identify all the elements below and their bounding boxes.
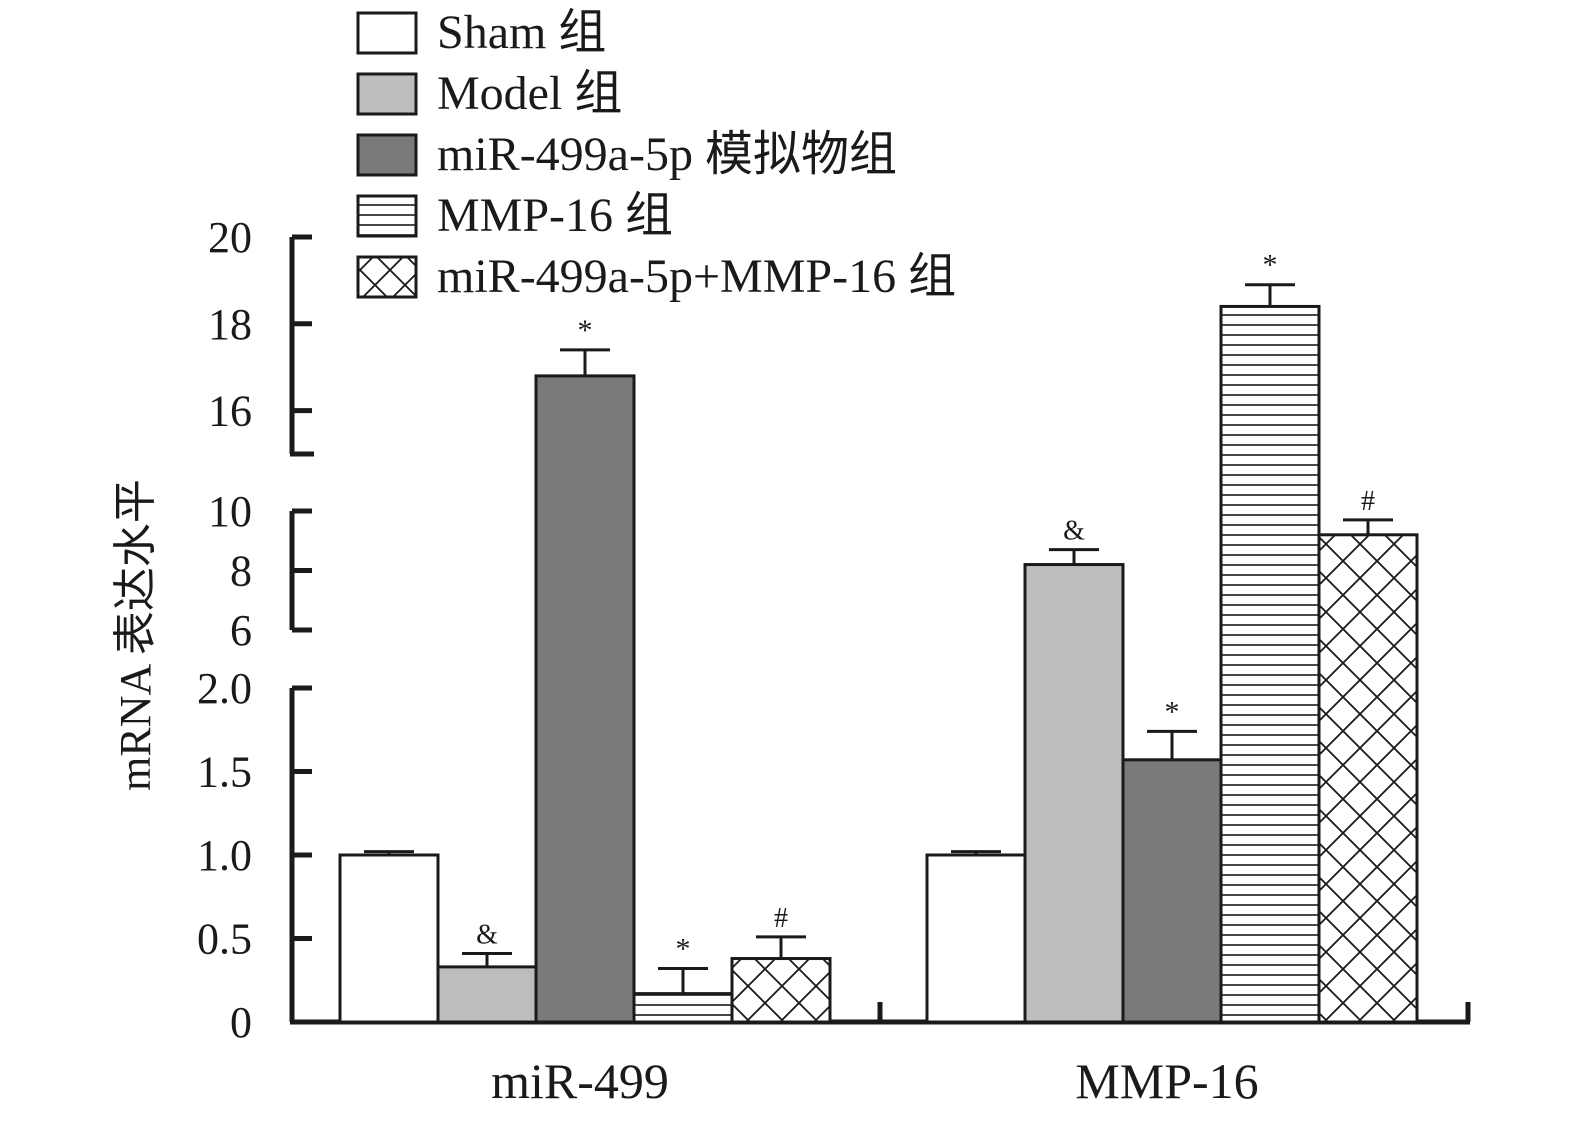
significance-mark: & — [476, 920, 498, 951]
legend-swatch-3 — [356, 133, 418, 177]
y-tick-label: 2.0 — [197, 664, 252, 713]
legend-label-1: Sham 组 — [437, 6, 606, 59]
legend-swatch-5 — [356, 255, 418, 299]
bar-5-miR-499 — [730, 957, 832, 1024]
significance-mark: & — [1063, 516, 1085, 547]
bar-3-MMP-16 — [1121, 758, 1223, 1024]
bars: & * * # & * * # — [338, 249, 1419, 1024]
legend-label-4: MMP-16 组 — [437, 189, 673, 242]
y-tick-label: 6 — [230, 606, 252, 655]
significance-mark: # — [774, 903, 788, 934]
bar-4-MMP-16 — [1219, 304, 1321, 1024]
y-tick-label: 20 — [208, 213, 252, 262]
y-axis-label: mRNA 表达水平 — [111, 479, 160, 791]
bar-2-MMP-16 — [1023, 563, 1125, 1024]
x-tick-label-MMP-16: MMP-16 — [1075, 1053, 1258, 1109]
significance-mark: * — [1165, 695, 1180, 728]
y-tick-label: 18 — [208, 300, 252, 349]
bar-5-MMP-16 — [1317, 533, 1419, 1024]
bar-3-miR-499 — [534, 374, 636, 1024]
y-tick-label: 16 — [208, 387, 252, 436]
y-axis: 0 0.5 1.0 1.5 2.0 6 8 10 16 18 20 — [197, 213, 314, 1047]
significance-mark: * — [1263, 249, 1278, 282]
significance-mark: * — [676, 933, 691, 966]
bar-1-MMP-16 — [925, 853, 1027, 1024]
legend: Sham 组 Model 组 miR-499a-5p 模拟物组 MMP-16 组 miR… — [356, 6, 956, 303]
bar-4-miR-499 — [632, 992, 734, 1024]
x-tick-label-miR-499: miR-499 — [491, 1053, 669, 1109]
legend-label-2: Model 组 — [437, 67, 622, 120]
legend-swatch-4 — [356, 194, 418, 238]
significance-mark: # — [1361, 486, 1375, 517]
y-tick-label: 8 — [230, 547, 252, 596]
y-tick-label: 0.5 — [197, 915, 252, 964]
y-tick-label: 1.5 — [197, 748, 252, 797]
legend-swatch-1 — [356, 11, 418, 55]
bar-2-miR-499 — [436, 965, 538, 1024]
y-tick-label: 1.0 — [197, 831, 252, 880]
bar-1-miR-499 — [338, 853, 440, 1024]
x-axis: miR-499 MMP-16 — [290, 1002, 1471, 1109]
legend-label-5: miR-499a-5p+MMP-16 组 — [437, 250, 956, 303]
y-tick-label: 10 — [208, 487, 252, 536]
significance-mark: * — [578, 314, 593, 347]
legend-label-3: miR-499a-5p 模拟物组 — [437, 128, 897, 181]
y-tick-label: 0 — [230, 998, 252, 1047]
legend-swatch-2 — [356, 72, 418, 116]
